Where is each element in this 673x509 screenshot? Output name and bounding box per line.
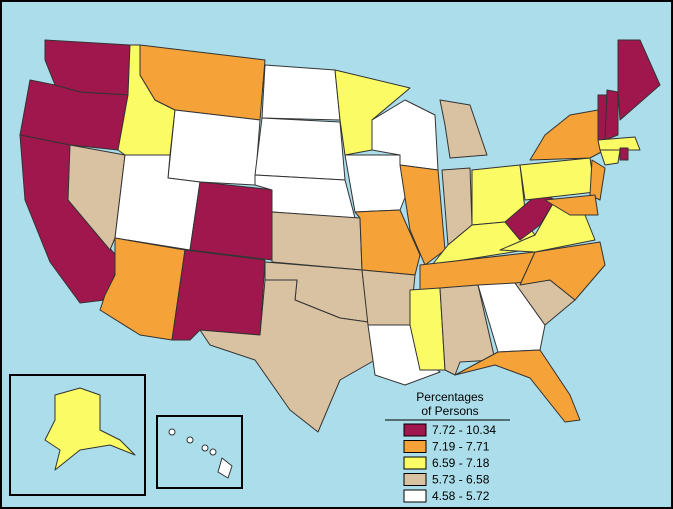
state — [409, 287, 446, 371]
state — [209, 448, 217, 456]
state — [519, 157, 596, 201]
state — [271, 211, 363, 271]
state — [199, 279, 376, 433]
state — [168, 428, 176, 436]
state — [171, 249, 266, 341]
legend-swatch — [403, 489, 427, 503]
legend: Percentages of Persons 7.72 - 10.34 7.19 … — [385, 390, 510, 503]
legend-swatch — [403, 440, 427, 453]
state — [599, 149, 621, 166]
hawaii-inset — [156, 415, 243, 489]
legend-label: 5.73 - 6.58 — [432, 473, 490, 487]
state — [186, 436, 194, 444]
state — [189, 181, 276, 261]
legend-label: 7.72 - 10.34 — [432, 423, 496, 437]
state — [44, 387, 136, 471]
legend-title: of Persons — [421, 404, 478, 418]
state — [454, 349, 581, 423]
state — [597, 136, 641, 151]
state — [201, 444, 209, 452]
state — [67, 144, 126, 251]
legend-label: 4.58 - 5.72 — [432, 489, 490, 503]
state — [217, 457, 233, 479]
state — [604, 89, 619, 141]
state — [544, 194, 599, 216]
state — [254, 117, 346, 181]
legend-swatch — [403, 423, 427, 437]
state — [167, 109, 261, 186]
state — [477, 282, 546, 353]
state — [261, 64, 341, 121]
legend-title: Percentages — [416, 390, 483, 404]
state — [589, 159, 606, 201]
legend-label: 7.19 - 7.71 — [432, 440, 490, 454]
state — [617, 39, 661, 121]
legend-swatch — [403, 456, 427, 470]
state — [619, 147, 629, 161]
state — [361, 269, 416, 326]
legend-swatch — [403, 473, 427, 486]
state — [439, 99, 488, 159]
state — [399, 164, 446, 266]
legend-label: 6.59 - 7.18 — [432, 456, 490, 470]
